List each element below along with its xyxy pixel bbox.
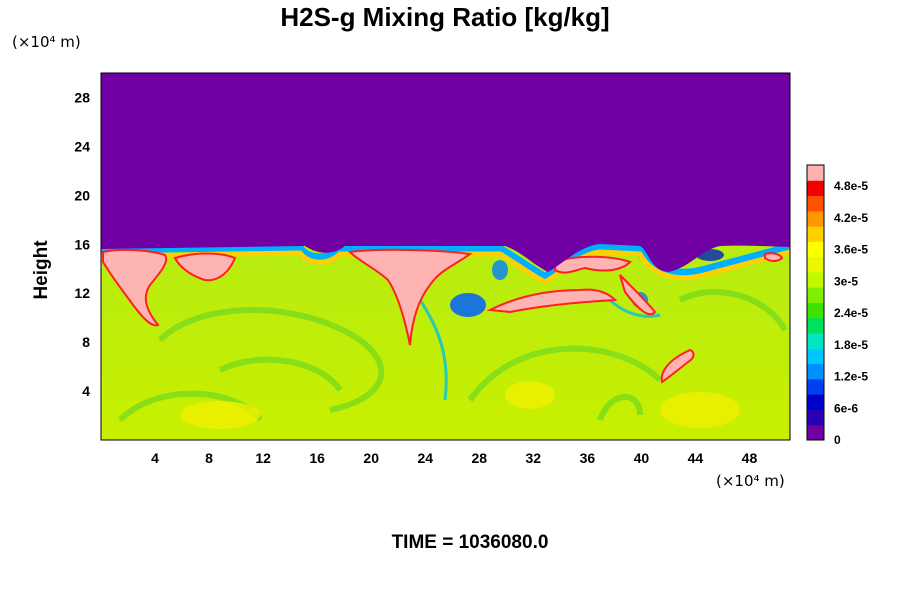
colorbar-tick-label: 1.2e-5 — [834, 370, 868, 384]
colorbar-swatch — [807, 302, 824, 319]
colorbar-swatch — [807, 241, 824, 258]
y-tick-label: 4 — [82, 383, 90, 399]
colorbar-swatch — [807, 333, 824, 349]
colorbar-tick-label: 4.2e-5 — [834, 211, 868, 225]
y-tick-label: 8 — [82, 334, 90, 350]
colorbar-swatch — [807, 363, 824, 380]
x-tick-label: 44 — [688, 450, 704, 466]
colorbar-swatch — [807, 210, 824, 227]
x-tick-label: 20 — [363, 450, 379, 466]
colorbar-swatch — [807, 256, 824, 273]
colorbar-swatch — [807, 180, 824, 197]
upper-region — [101, 73, 790, 272]
y-tick-label: 16 — [74, 236, 90, 252]
x-tick-label: 16 — [309, 450, 325, 466]
time-label: TIME = 1036080.0 — [391, 532, 549, 553]
colorbar-tick-label: 3e-5 — [834, 274, 858, 288]
colorbar-frame — [806, 164, 825, 441]
x-tick-label: 40 — [634, 450, 650, 466]
colorbar — [806, 164, 825, 441]
colorbar-tick-label: 6e-6 — [834, 401, 858, 415]
colorbar-swatch — [807, 165, 824, 181]
colorbar-swatch — [807, 378, 824, 395]
plot-area — [101, 73, 790, 440]
x-tick-label: 4 — [151, 450, 159, 466]
y-axis-unit: (×10⁴ m) — [12, 33, 81, 51]
x-tick-label: 32 — [526, 450, 542, 466]
yellow-patches — [180, 381, 740, 429]
y-tick-label: 28 — [74, 89, 90, 105]
colorbar-swatch — [807, 424, 824, 441]
y-tick-label: 24 — [74, 138, 90, 154]
colorbar-swatch — [807, 195, 824, 212]
colorbar-tick-label: 4.8e-5 — [834, 179, 868, 193]
colorbar-swatch — [807, 287, 824, 303]
colorbar-tick-label: 2.4e-5 — [834, 306, 868, 320]
colorbar-tick-label: 3.6e-5 — [834, 243, 868, 257]
x-tick-label: 28 — [471, 450, 487, 466]
cyan-streaks — [418, 298, 661, 401]
y-tick-label: 20 — [74, 187, 90, 203]
plot-frame — [100, 72, 791, 441]
x-tick-label: 36 — [580, 450, 596, 466]
colorbar-swatch — [807, 226, 824, 242]
chart-title: H2S-g Mixing Ratio [kg/kg] — [280, 2, 610, 32]
colorbar-swatch — [807, 409, 824, 426]
x-tick-label: 12 — [255, 450, 271, 466]
colorbar-tick-label: 1.8e-5 — [834, 338, 868, 352]
x-axis-unit: (×10⁴ m) — [716, 472, 785, 490]
colorbar-tick-label: 0 — [834, 433, 841, 447]
x-tick-label: 48 — [742, 450, 758, 466]
colorbar-tick-labels: 0 6e-6 1.2e-5 1.8e-5 2.4e-5 3e-5 3.6e-5 4.2e-5 4… — [834, 179, 868, 447]
colorbar-swatch — [807, 348, 824, 365]
y-tick-label: 12 — [74, 285, 90, 301]
x-tick-labels: 4 8 12 16 20 24 28 32 36 40 44 48 — [151, 450, 757, 466]
pink-plumes — [102, 248, 784, 384]
colorbar-swatch — [807, 271, 824, 288]
colorbar-swatch — [807, 394, 824, 410]
interface-cyan — [101, 242, 790, 284]
y-tick-labels: 4 8 12 16 20 24 28 — [74, 89, 90, 399]
x-tick-label: 8 — [205, 450, 213, 466]
colorbar-swatch — [807, 317, 824, 334]
x-tick-label: 24 — [417, 450, 433, 466]
interface-yellow — [101, 249, 790, 285]
